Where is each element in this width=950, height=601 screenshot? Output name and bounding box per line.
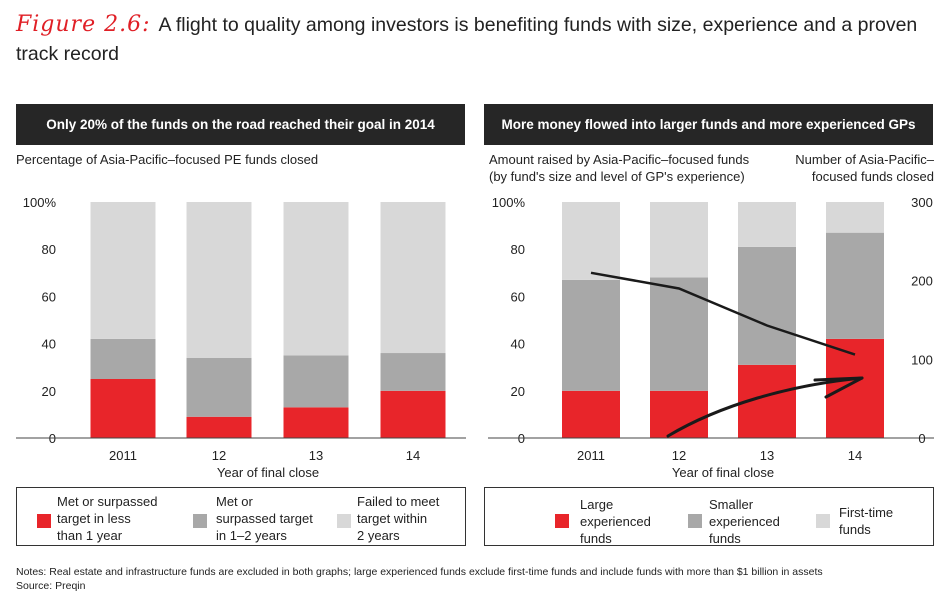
right-legend-label-2: First-time funds: [839, 505, 894, 537]
right-bar-14-series-2: [826, 202, 884, 233]
trend-arrow-shaft: [666, 376, 864, 438]
left-bar-13-series-2: [283, 202, 349, 356]
left-bar-2011-series-0: [90, 379, 156, 438]
right-x-tick-label: 13: [760, 448, 774, 463]
right-bar-12-series-1: [650, 277, 708, 391]
left-y-tick-label: 60: [42, 289, 56, 304]
left-y-tick-label: 40: [42, 337, 56, 352]
left-bar-14-series-2: [380, 202, 446, 354]
right-y2-tick-label: 300: [911, 195, 933, 210]
left-x-tick-label: 12: [212, 448, 226, 463]
right-chart: 0 20 40 60 80 100% 2011 12 13 14 Year of final clo…: [488, 195, 934, 480]
right-legend-label-1: Smaller experienced funds: [709, 497, 780, 546]
right-y-tick-label: 40: [511, 337, 525, 352]
left-legend-label-0: Met or surpassed target in less than 1 yea…: [57, 494, 158, 543]
right-y2-tick-label: 200: [911, 274, 933, 289]
right-chart-subtitle-line1: Amount raised by Asia-Pacific–focused fu…: [489, 152, 750, 167]
left-bar-12-series-2: [186, 202, 252, 358]
figure-title-text: A flight to quality among investors is b…: [16, 14, 918, 65]
right-legend-swatch-2: [816, 514, 830, 528]
left-y-tick-label: 100%: [23, 195, 57, 210]
right-bar-13-series-1: [738, 246, 796, 365]
source-text: Source: Preqin: [16, 580, 86, 592]
trend-arrow-head: [813, 376, 864, 399]
right-bar-14-series-1: [826, 232, 884, 339]
right-x-axis-label: Year of final close: [672, 465, 774, 480]
right-x-tick-label: 14: [848, 448, 862, 463]
right-legend-swatch-1: [688, 514, 702, 528]
right-legend-swatch-0: [555, 514, 569, 528]
right-x-tick-label: 2011: [577, 448, 605, 463]
right-axis-title-line2: focused funds closed: [811, 169, 934, 184]
left-x-tick-label: 13: [309, 448, 323, 463]
right-y-tick-label: 60: [511, 289, 525, 304]
left-bar-14-series-1: [380, 353, 446, 391]
right-axis-title-line1: Number of Asia-Pacific–: [795, 152, 934, 167]
left-x-axis-label: Year of final close: [217, 465, 319, 480]
figure-label: Figure 2.6:: [16, 12, 151, 37]
right-bar-2011-series-1: [562, 279, 620, 391]
right-y2-tick-label: 0: [918, 431, 925, 446]
left-bar-13-series-1: [283, 355, 349, 408]
left-y-tick-label: 20: [42, 384, 56, 399]
notes-text: Notes: Real estate and infrastructure fu…: [16, 566, 823, 578]
left-bar-14-series-0: [380, 390, 446, 438]
left-legend-label-2: Failed to meet target within 2 years: [357, 494, 440, 543]
right-bar-2011-series-2: [562, 202, 620, 280]
left-legend-swatch-2: [337, 514, 351, 528]
right-legend-label-0: Large experienced funds: [580, 497, 651, 546]
left-bar-12-series-0: [186, 416, 252, 438]
left-bar-12-series-1: [186, 357, 252, 417]
right-y2-tick-label: 100: [911, 352, 933, 367]
left-bar-13-series-0: [283, 407, 349, 438]
right-chart-subtitle-line2: (by fund's size and level of GP's experi…: [489, 169, 745, 184]
left-chart-banner: Only 20% of the funds on the road reache…: [16, 104, 465, 145]
left-x-tick-label: 14: [406, 448, 420, 463]
right-x-tick-label: 12: [672, 448, 686, 463]
right-legend: Large experienced funds Smaller experienced f…: [484, 487, 934, 546]
right-bar-2011-series-0: [562, 390, 620, 438]
right-bar-13-series-2: [738, 202, 796, 247]
left-bar-2011-series-1: [90, 338, 156, 379]
right-bar-14-series-0: [826, 338, 884, 438]
figure-title: Figure 2.6: A flight to quality among inv…: [16, 10, 941, 69]
left-y-tick-label: 80: [42, 242, 56, 257]
notes: Notes: Real estate and infrastructure fu…: [16, 565, 823, 593]
right-line-funds-closed: [590, 271, 856, 356]
right-y-tick-label: 80: [511, 242, 525, 257]
left-legend-label-1: Met or surpassed target in 1–2 years: [216, 494, 313, 543]
right-y-tick-label: 20: [511, 384, 525, 399]
left-legend-swatch-1: [193, 514, 207, 528]
left-legend: Met or surpassed target in less than 1 yea…: [16, 487, 466, 546]
left-x-tick-label: 2011: [109, 448, 137, 463]
left-legend-swatch-0: [37, 514, 51, 528]
right-chart-banner: More money flowed into larger funds and …: [484, 104, 933, 145]
left-bar-2011-series-2: [90, 202, 156, 339]
right-y-tick-label: 100%: [492, 195, 526, 210]
right-bar-12-series-2: [650, 202, 708, 278]
left-chart-subtitle: Percentage of Asia-Pacific–focused PE fu…: [16, 152, 319, 167]
